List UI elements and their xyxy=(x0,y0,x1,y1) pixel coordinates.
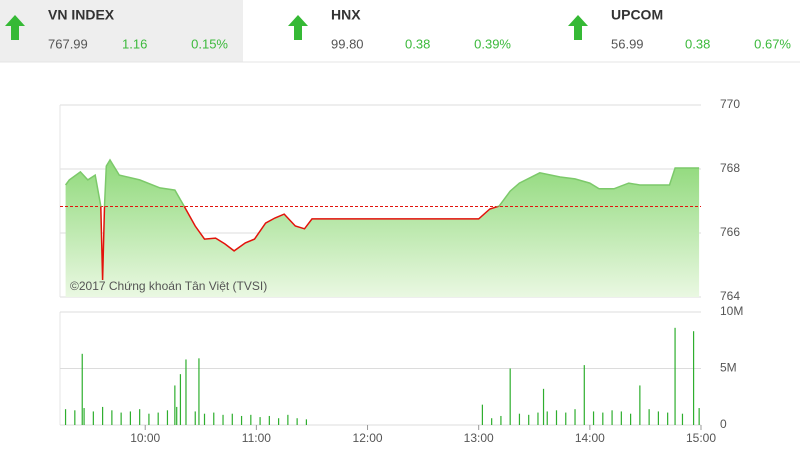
volume-bar xyxy=(542,388,545,425)
volume-bar xyxy=(268,415,270,425)
volume-bar xyxy=(198,358,200,425)
volume-bar xyxy=(574,409,576,425)
x-tick-label: 10:00 xyxy=(130,431,160,445)
index-change: 1.16 xyxy=(122,36,147,51)
price-line xyxy=(64,158,700,281)
x-tick-label: 14:00 xyxy=(575,431,605,445)
header: VN INDEX 767.99 1.16 0.15% HNX 99.80 0.38 0.39%… xyxy=(5,7,791,51)
volume-bar xyxy=(166,410,169,425)
volume-bar xyxy=(639,385,641,425)
y-tick-label: 764 xyxy=(720,289,740,303)
volume-bar xyxy=(583,365,585,425)
volume-bar xyxy=(179,374,182,425)
volume-bar xyxy=(537,412,539,425)
index-price: 99.80 xyxy=(331,36,364,51)
volume-bar xyxy=(630,413,632,425)
volume-bar xyxy=(546,411,548,425)
y-tick-label: 766 xyxy=(720,225,740,239)
volume-bar xyxy=(657,411,659,425)
volume-bar xyxy=(648,409,650,425)
volume-bar xyxy=(213,412,215,425)
volume-bar xyxy=(674,327,676,425)
x-tick-label: 12:00 xyxy=(353,431,383,445)
plot: 764 766 768 770 ©2017 Chứng khoán Tân Việt (… xyxy=(59,97,743,445)
y-tick-label: 770 xyxy=(720,97,740,111)
volume-bar xyxy=(518,413,521,425)
volume-bar xyxy=(194,411,196,425)
volume-bar xyxy=(491,418,493,425)
x-tick-label: 13:00 xyxy=(464,431,494,445)
y-tick-label: 0 xyxy=(720,417,727,431)
volume-bar xyxy=(528,414,530,425)
volume-bar xyxy=(83,408,85,425)
copyright: ©2017 Chứng khoán Tân Việt (TVSI) xyxy=(70,279,267,293)
active-panel xyxy=(0,0,243,62)
volume-bar xyxy=(500,415,502,425)
index-percent: 0.15% xyxy=(191,36,228,51)
volume-bar xyxy=(222,414,224,425)
volume-bar xyxy=(259,417,261,425)
volume-bar xyxy=(305,419,307,425)
x-tick-label: 15:00 xyxy=(686,431,716,445)
volume-bar xyxy=(620,411,622,425)
up-arrow xyxy=(568,15,588,40)
volume-bar xyxy=(692,331,695,425)
volume-bar xyxy=(287,414,289,425)
volume-bar xyxy=(185,359,187,425)
volume-bar xyxy=(481,404,483,425)
index-name: UPCOM xyxy=(611,7,663,23)
volume-bar xyxy=(602,412,604,425)
index-price: 56.99 xyxy=(611,36,644,51)
volume-bar xyxy=(157,412,159,425)
volume-bar xyxy=(174,385,176,425)
y-tick-label: 10M xyxy=(720,304,743,318)
volume-bar xyxy=(102,406,104,425)
volume-bar xyxy=(667,412,669,425)
volume-bar xyxy=(203,413,206,425)
y-tick-label: 5M xyxy=(720,361,737,375)
index-percent: 0.39% xyxy=(474,36,511,51)
index-change: 0.38 xyxy=(405,36,430,51)
volume-bar xyxy=(698,408,700,425)
volume-bar xyxy=(592,411,595,425)
index-change: 0.38 xyxy=(685,36,710,51)
volume-bar xyxy=(240,415,243,425)
volume-bar xyxy=(565,412,567,425)
volume-bar xyxy=(120,412,122,425)
volume-bar xyxy=(278,418,280,425)
volume-bar xyxy=(176,406,178,425)
volume-bar xyxy=(231,413,233,425)
index-price: 767.99 xyxy=(48,36,88,51)
volume-bar xyxy=(139,409,141,425)
volume-bar xyxy=(64,409,67,425)
x-tick-label: 11:00 xyxy=(242,431,271,445)
y-tick-label: 768 xyxy=(720,161,740,175)
volume-bar xyxy=(296,418,298,425)
price-area xyxy=(65,160,700,297)
up-arrow xyxy=(288,15,308,40)
volume-bar xyxy=(74,410,76,425)
volume-bar xyxy=(148,413,150,425)
volume-bar xyxy=(681,413,684,425)
volume-bar xyxy=(555,410,558,425)
volume-bar xyxy=(111,410,113,425)
volume-bar xyxy=(81,353,83,425)
volume-bar xyxy=(92,411,94,425)
index-percent: 0.67% xyxy=(754,36,791,51)
volume-bar xyxy=(509,368,511,425)
volume-bar xyxy=(611,410,613,425)
up-arrow xyxy=(5,15,25,40)
index-name: VN INDEX xyxy=(48,7,115,23)
index-name: HNX xyxy=(331,7,361,23)
volume-bar xyxy=(250,414,252,425)
volume-bar xyxy=(129,411,131,425)
